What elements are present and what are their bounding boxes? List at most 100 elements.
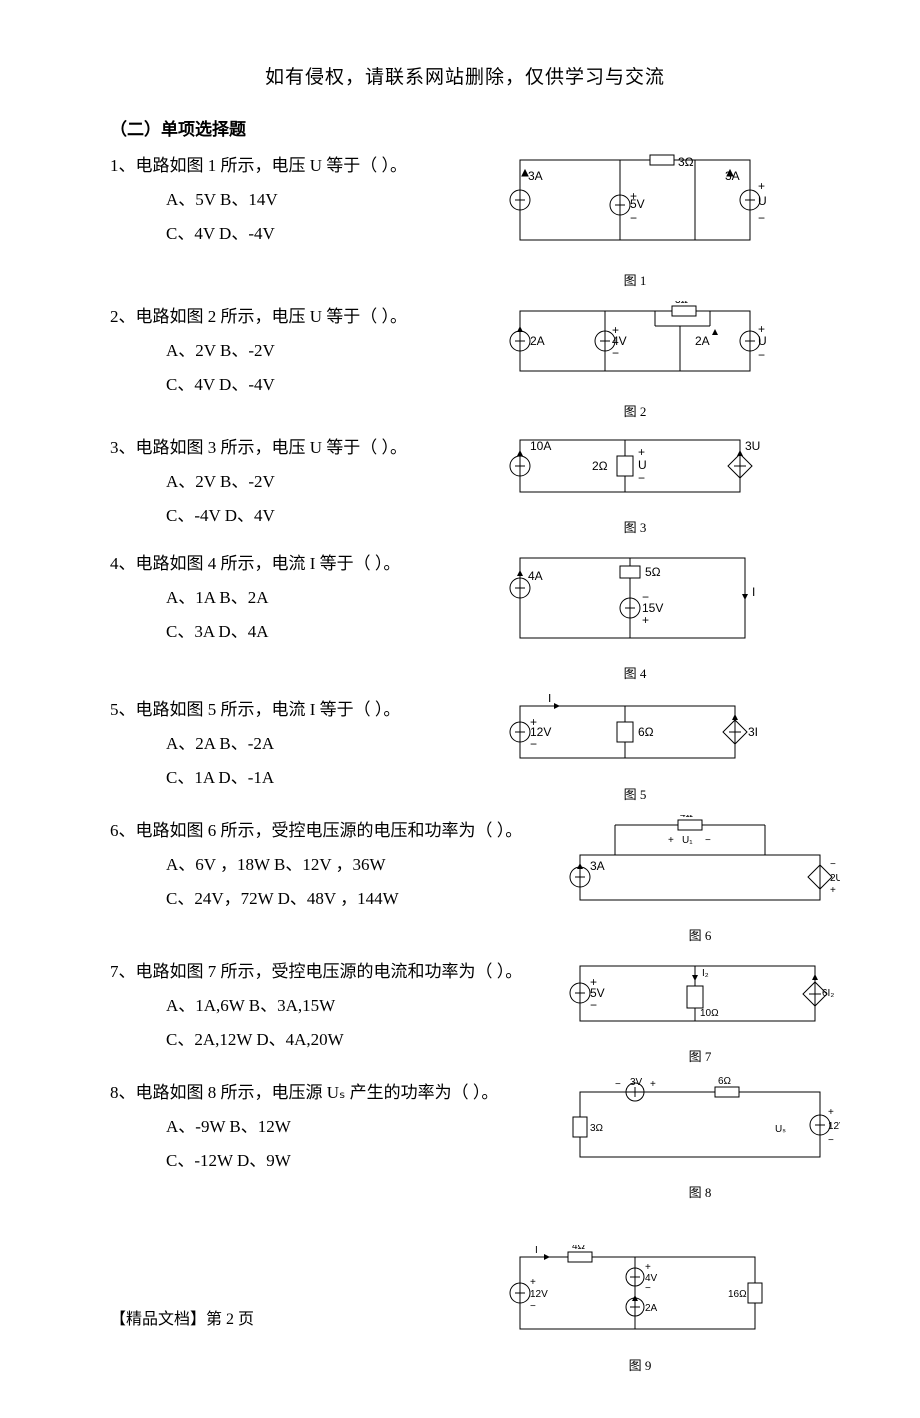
svg-text:−: −	[530, 1301, 536, 1312]
circuit-5-svg: + 12V − I 6Ω 3I	[500, 694, 770, 769]
fig6-resistor: 4Ω	[680, 815, 694, 820]
fig3-resistor: 2Ω	[592, 459, 608, 473]
q3-num: 3、	[110, 438, 136, 457]
q1-body: 电路如图 1 所示，电压 U 等于（ ）。	[136, 156, 408, 175]
q3-opt-cd: C、-4V D、4V	[166, 499, 490, 533]
circuit-9-svg: I 4Ω + 12V − + 4V − 2A 16Ω	[500, 1245, 780, 1340]
page-footer: 【精品文档】第 2 页	[110, 1305, 490, 1335]
q6-body: 电路如图 6 所示，受控电压源的电压和功率为（ ）。	[136, 821, 523, 840]
figure-4: 4A 5Ω − 15V + I 图 4	[500, 548, 770, 686]
svg-text:−: −	[758, 348, 765, 362]
question-8-text: 8、电路如图 8 所示，电压源 Uₛ 产生的功率为（ ）。	[110, 1077, 550, 1109]
question-6-text: 6、电路如图 6 所示，受控电压源的电压和功率为（ ）。	[110, 815, 550, 847]
svg-text:+: +	[830, 885, 836, 896]
q2-opt-ab: A、2V B、-2V	[166, 334, 490, 368]
fig4-left-current: 4A	[528, 569, 543, 583]
q1-num: 1、	[110, 156, 136, 175]
q5-body: 电路如图 5 所示，电流 I 等于（ ）。	[136, 700, 401, 719]
fig8-label: 图 8	[560, 1181, 840, 1206]
fig5-resistor: 6Ω	[638, 725, 654, 739]
svg-text:+: +	[650, 1079, 656, 1090]
fig9-left-voltage: 12V	[530, 1289, 548, 1300]
fig1-mid-voltage: 5V	[630, 197, 645, 211]
q4-opt-ab: A、1A B、2A	[166, 581, 490, 615]
circuit-2-svg: 3Ω 2A + 4V − 2A + U −	[500, 301, 770, 386]
figure-3: 10A 2Ω + U − 3U 图 3	[500, 432, 770, 540]
circuit-6-svg: 4Ω + U₁ − 3A − 2U₁ +	[560, 815, 840, 910]
fig8-us: Uₛ	[775, 1124, 786, 1135]
svg-text:+: +	[645, 1262, 651, 1273]
fig2-right-current: 2A	[695, 334, 710, 348]
q7-body: 电路如图 7 所示，受控电压源的电流和功率为（ ）。	[136, 962, 523, 981]
q6-num: 6、	[110, 821, 136, 840]
question-3-options: A、2V B、-2V C、-4V D、4V	[110, 465, 490, 533]
q1-opt-cd: C、4V D、-4V	[166, 217, 490, 251]
fig7-right-src: 6I₂	[822, 988, 834, 999]
svg-text:−: −	[645, 1283, 651, 1294]
section-title: （二）单项选择题	[110, 114, 820, 146]
q5-opt-cd: C、1A D、-1A	[166, 761, 490, 795]
fig6-right-src: 2U₁	[830, 873, 840, 884]
fig5-right-src: 3I	[748, 725, 758, 739]
question-8-options: A、-9W B、12W C、-12W D、9W	[110, 1110, 550, 1178]
svg-text:−: −	[830, 859, 836, 870]
svg-text:−: −	[590, 998, 597, 1012]
q8-num: 8、	[110, 1083, 136, 1102]
fig4-resistor: 5Ω	[645, 565, 661, 579]
question-2-options: A、2V B、-2V C、4V D、-4V	[110, 334, 490, 402]
figure-1: 3A 3Ω + 5V − 3A + U − 图 1	[500, 150, 770, 293]
svg-text:−: −	[705, 835, 711, 846]
fig3-u: U	[638, 458, 647, 472]
svg-text:−: −	[530, 737, 537, 751]
question-4-options: A、1A B、2A C、3A D、4A	[110, 581, 490, 649]
q3-body: 电路如图 3 所示，电压 U 等于（ ）。	[136, 438, 408, 457]
fig7-i2: I₂	[702, 968, 709, 979]
q6-opt-cd: C、24V，72W D、48V ，144W	[166, 882, 550, 916]
fig3-right-src: 3U	[745, 439, 760, 453]
svg-text:+: +	[758, 179, 765, 193]
fig8-r-top: 6Ω	[718, 1077, 732, 1087]
question-3-text: 3、电路如图 3 所示，电压 U 等于（ ）。	[110, 432, 490, 464]
svg-text:+: +	[668, 835, 674, 846]
svg-text:+: +	[530, 1277, 536, 1288]
fig9-mid-current: 2A	[645, 1303, 658, 1314]
question-2-block: 2、电路如图 2 所示，电压 U 等于（ ）。 A、2V B、-2V C、4V …	[110, 301, 820, 424]
fig7-label: 图 7	[560, 1045, 840, 1070]
fig4-label: 图 4	[500, 662, 770, 687]
question-7-text: 7、电路如图 7 所示，受控电压源的电流和功率为（ ）。	[110, 956, 550, 988]
svg-text:+: +	[642, 613, 649, 627]
svg-text:−: −	[828, 1135, 834, 1146]
fig6-label: 图 6	[560, 924, 840, 949]
circuit-8-svg: − 3V + 6Ω 3Ω Uₛ + 12V −	[560, 1077, 840, 1167]
q3-opt-ab: A、2V B、-2V	[166, 465, 490, 499]
circuit-3-svg: 10A 2Ω + U − 3U	[500, 432, 770, 502]
fig2-u: U	[758, 334, 767, 348]
q7-num: 7、	[110, 962, 136, 981]
svg-text:−: −	[638, 471, 645, 485]
footer-row: 【精品文档】第 2 页 I 4Ω + 12V − + 4V −	[110, 1245, 820, 1378]
q4-body: 电路如图 4 所示，电流 I 等于（ ）。	[136, 554, 401, 573]
figure-9: I 4Ω + 12V − + 4V − 2A 16Ω 图 9	[500, 1245, 780, 1378]
question-4-text: 4、电路如图 4 所示，电流 I 等于（ ）。	[110, 548, 490, 580]
q4-opt-cd: C、3A D、4A	[166, 615, 490, 649]
question-6-block: 6、电路如图 6 所示，受控电压源的电压和功率为（ ）。 A、6V ，18W B…	[110, 815, 820, 948]
question-3-block: 3、电路如图 3 所示，电压 U 等于（ ）。 A、2V B、-2V C、-4V…	[110, 432, 820, 540]
question-7-block: 7、电路如图 7 所示，受控电压源的电流和功率为（ ）。 A、1A,6W B、3…	[110, 956, 820, 1069]
fig2-label: 图 2	[500, 400, 770, 425]
fig3-label: 图 3	[500, 516, 770, 541]
fig9-r-top: 4Ω	[572, 1245, 586, 1252]
header-notice: 如有侵权，请联系网站删除，仅供学习与交流	[110, 60, 820, 96]
svg-text:−: −	[615, 1079, 621, 1090]
fig1-left-current: 3A	[528, 169, 543, 183]
figure-8: − 3V + 6Ω 3Ω Uₛ + 12V − 图 8	[560, 1077, 840, 1205]
fig8-src-v: 3V	[630, 1077, 643, 1088]
figure-2: 3Ω 2A + 4V − 2A + U − 图 2	[500, 301, 770, 424]
q2-body: 电路如图 2 所示，电压 U 等于（ ）。	[136, 307, 408, 326]
question-5-options: A、2A B、-2A C、1A D、-1A	[110, 727, 490, 795]
fig8-right-voltage: 12V	[828, 1121, 840, 1132]
question-5-text: 5、电路如图 5 所示，电流 I 等于（ ）。	[110, 694, 490, 726]
question-4-block: 4、电路如图 4 所示，电流 I 等于（ ）。 A、1A B、2A C、3A D…	[110, 548, 820, 686]
fig3-left-current: 10A	[530, 439, 551, 453]
svg-text:−: −	[630, 211, 637, 225]
fig1-resistor: 3Ω	[678, 155, 694, 169]
